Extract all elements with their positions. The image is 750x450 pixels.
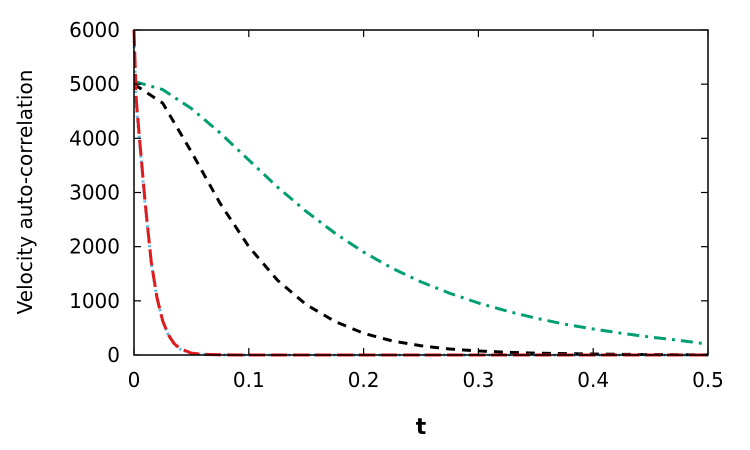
tick-layer: 0 1000 2000 3000 4000 5000 6000 0 0.1 0.2 0.3 0.4 0.… xyxy=(69,18,724,392)
y-tick-label: 5000 xyxy=(69,72,120,96)
x-axis-title: t xyxy=(416,415,427,440)
series-line-3 xyxy=(132,40,708,357)
x-tick-label: 0 xyxy=(128,368,141,392)
y-tick-label: 2000 xyxy=(69,235,120,259)
x-tick-label: 0.2 xyxy=(348,368,380,392)
y-tick-label: 6000 xyxy=(69,18,120,42)
x-tick-label: 0.4 xyxy=(577,368,609,392)
y-tick-label: 3000 xyxy=(69,181,120,205)
series-line-1 xyxy=(133,80,709,346)
y-tick-label: 0 xyxy=(107,343,120,367)
y-axis-title: Velocity auto-correlation xyxy=(13,70,37,315)
y-tick-label: 4000 xyxy=(69,126,120,150)
series-layer xyxy=(132,29,709,357)
x-tick-label: 0.5 xyxy=(692,368,724,392)
y-tick-label: 1000 xyxy=(69,289,120,313)
plot-frame xyxy=(133,29,709,356)
series-line-2 xyxy=(133,82,709,357)
series-line-4 xyxy=(132,29,708,357)
x-tick-label: 0.1 xyxy=(233,368,265,392)
x-tick-label: 0.3 xyxy=(462,368,494,392)
